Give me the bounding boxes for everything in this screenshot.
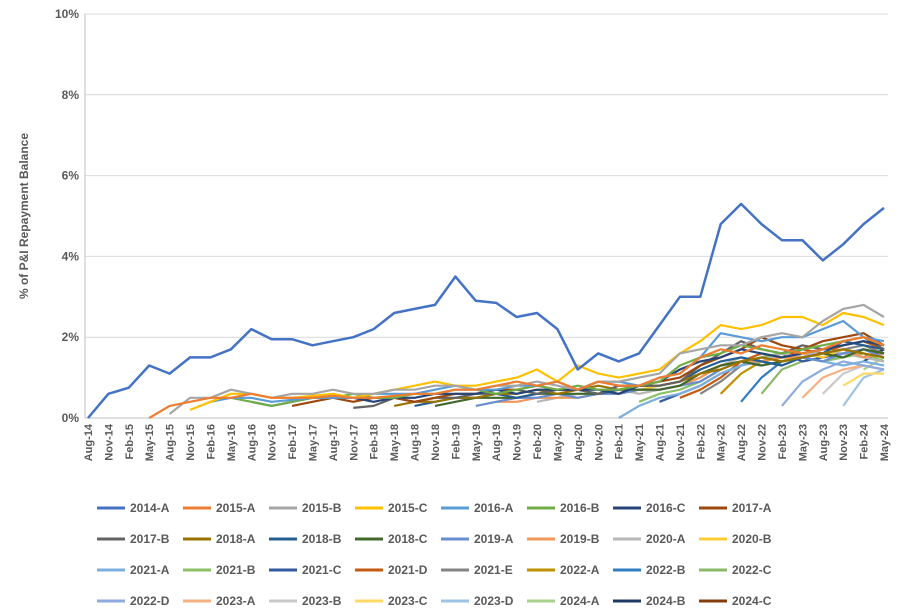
legend-label: 2016-A bbox=[474, 501, 514, 515]
legend-label: 2024-A bbox=[560, 594, 600, 608]
legend-label: 2020-A bbox=[646, 532, 686, 546]
x-tick-label: Feb-19 bbox=[450, 424, 462, 459]
x-tick-label: May-21 bbox=[634, 424, 646, 461]
legend-label: 2022-B bbox=[646, 563, 686, 577]
legend-label: 2020-B bbox=[732, 532, 772, 546]
legend-label: 2022-C bbox=[732, 563, 772, 577]
x-tick-label: Feb-24 bbox=[859, 423, 871, 459]
x-tick-label: Aug-21 bbox=[654, 424, 666, 461]
legend-label: 2022-A bbox=[560, 563, 600, 577]
x-tick-label: Feb-18 bbox=[369, 424, 381, 459]
x-tick-label: Nov-18 bbox=[430, 424, 442, 461]
series-line bbox=[842, 372, 884, 387]
series-line bbox=[148, 336, 885, 419]
legend-label: 2021-A bbox=[130, 563, 170, 577]
legend-label: 2018-C bbox=[388, 532, 428, 546]
legend-label: 2015-A bbox=[216, 501, 256, 515]
x-tick-label: Aug-22 bbox=[736, 424, 748, 461]
x-tick-label: Aug-14 bbox=[83, 423, 95, 461]
y-tick-label: 0% bbox=[62, 411, 80, 425]
series-line bbox=[189, 311, 885, 411]
x-tick-label: Feb-15 bbox=[124, 424, 136, 459]
legend-label: 2021-E bbox=[474, 563, 513, 577]
x-tick-label: Nov-21 bbox=[675, 424, 687, 461]
legend-label: 2018-A bbox=[216, 532, 256, 546]
x-tick-label: May-24 bbox=[879, 423, 891, 461]
y-tick-label: 10% bbox=[55, 7, 79, 21]
x-tick-label: May-23 bbox=[797, 424, 809, 461]
x-tick-label: Feb-23 bbox=[777, 424, 789, 459]
legend-label: 2019-A bbox=[474, 532, 514, 546]
x-tick-label: Nov-20 bbox=[593, 424, 605, 461]
x-tick-label: Aug-17 bbox=[328, 424, 340, 461]
legend-label: 2023-C bbox=[388, 594, 428, 608]
legend-label: 2016-C bbox=[646, 501, 686, 515]
x-tick-label: May-20 bbox=[552, 424, 564, 461]
legend-label: 2018-B bbox=[302, 532, 342, 546]
y-tick-label: 2% bbox=[62, 330, 80, 344]
x-tick-label: May-22 bbox=[716, 424, 728, 461]
x-tick-label: Nov-23 bbox=[838, 424, 850, 461]
x-tick-label: Nov-15 bbox=[185, 424, 197, 461]
x-tick-label: May-18 bbox=[389, 424, 401, 461]
legend-label: 2023-A bbox=[216, 594, 256, 608]
legend-label: 2019-B bbox=[560, 532, 600, 546]
x-tick-label: Feb-20 bbox=[532, 424, 544, 459]
x-tick-label: Aug-23 bbox=[818, 424, 830, 461]
legend-label: 2023-D bbox=[474, 594, 514, 608]
x-tick-label: Nov-17 bbox=[348, 424, 360, 461]
series-line bbox=[781, 360, 885, 407]
x-tick-label: May-16 bbox=[226, 424, 238, 461]
x-tick-label: Feb-22 bbox=[695, 424, 707, 459]
x-tick-label: Aug-15 bbox=[165, 424, 177, 461]
y-axis-title: % of P&I Repayment Balance bbox=[17, 133, 31, 299]
x-tick-label: May-19 bbox=[471, 424, 483, 461]
legend-label: 2021-C bbox=[302, 563, 342, 577]
x-tick-label: Aug-20 bbox=[573, 424, 585, 461]
legend-label: 2021-D bbox=[388, 563, 428, 577]
y-tick-label: 6% bbox=[62, 169, 80, 183]
legend-label: 2015-C bbox=[388, 501, 428, 515]
x-tick-label: Nov-19 bbox=[512, 424, 524, 461]
y-tick-label: 8% bbox=[62, 88, 80, 102]
x-tick-label: May-15 bbox=[144, 424, 156, 461]
x-tick-label: Feb-17 bbox=[287, 424, 299, 459]
legend-label: 2014-A bbox=[130, 501, 170, 515]
x-tick-label: Nov-22 bbox=[757, 424, 769, 461]
y-tick-label: 4% bbox=[62, 249, 80, 263]
x-tick-label: May-17 bbox=[308, 424, 320, 461]
series-line bbox=[801, 364, 885, 399]
x-tick-label: Aug-16 bbox=[246, 424, 258, 461]
series-line bbox=[87, 202, 885, 419]
legend-label: 2017-A bbox=[732, 501, 772, 515]
x-tick-label: Nov-14 bbox=[103, 423, 115, 461]
legend-label: 2022-D bbox=[130, 594, 170, 608]
series-line bbox=[842, 368, 885, 407]
x-tick-label: Nov-16 bbox=[267, 424, 279, 461]
legend-label: 2017-B bbox=[130, 532, 170, 546]
x-tick-label: Feb-16 bbox=[205, 424, 217, 459]
legend-label: 2024-B bbox=[646, 594, 686, 608]
legend-label: 2024-C bbox=[732, 594, 772, 608]
legend-label: 2021-B bbox=[216, 563, 256, 577]
x-tick-label: Feb-21 bbox=[614, 424, 626, 459]
legend-label: 2023-B bbox=[302, 594, 342, 608]
x-tick-label: Aug-18 bbox=[410, 424, 422, 461]
x-tick-label: Aug-19 bbox=[491, 424, 503, 461]
legend-label: 2016-B bbox=[560, 501, 600, 515]
legend-label: 2015-B bbox=[302, 501, 342, 515]
